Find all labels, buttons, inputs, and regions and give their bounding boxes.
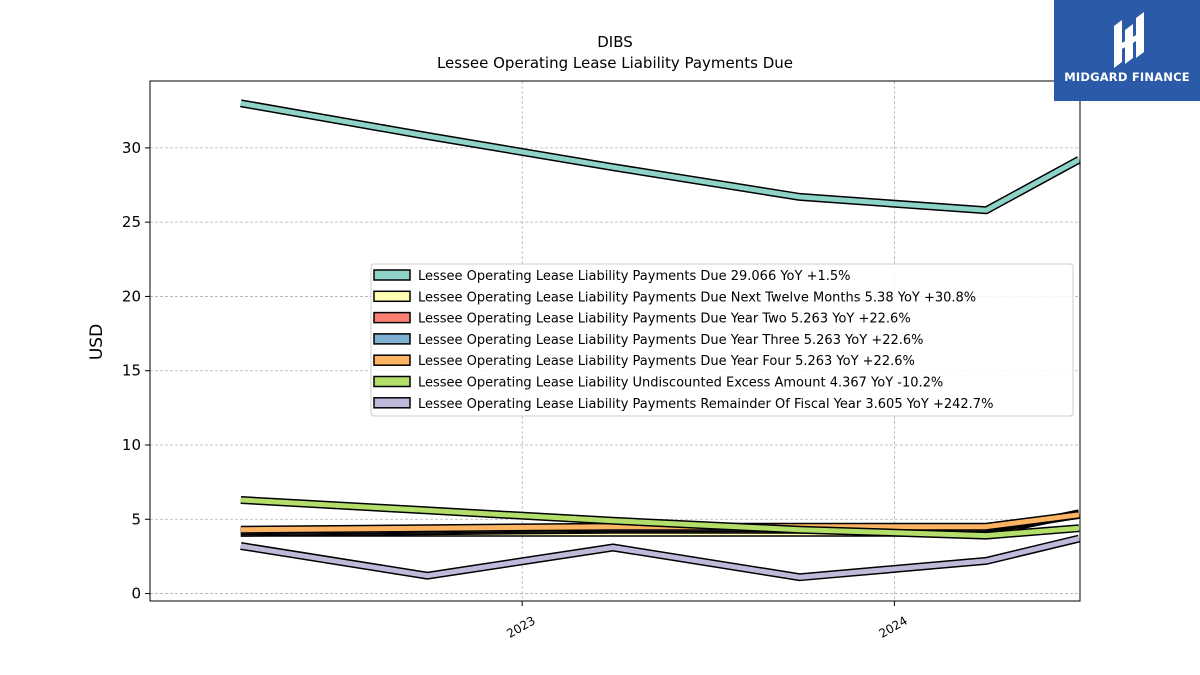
logo-mark-icon [1114,12,1144,68]
legend-swatch [373,311,411,324]
y-axis-ticks: 0 5 10 15 20 25 30 [122,139,150,603]
x-axis-ticks: 2023 2024 [504,601,910,641]
chart-title: DIBS [597,33,633,51]
legend-label: Lessee Operating Lease Liability Undisco… [418,376,943,391]
series-line-outline [240,534,1080,582]
series-line-outline [240,99,1081,215]
legend-swatch [373,269,411,281]
legend-label: Lessee Operating Lease Liability Payment… [418,397,993,412]
y-tick-label: 0 [131,585,141,603]
y-tick-label: 10 [122,436,141,454]
series-line [240,534,1080,582]
legend-swatch [373,354,411,366]
series-line-stroke [240,100,1081,213]
legend-swatch [373,375,411,388]
series-lines [240,99,1081,582]
legend-swatch [373,397,411,409]
y-tick-label: 5 [131,510,141,528]
x-tick-label: 2023 [504,613,537,640]
legend-label: Lessee Operating Lease Liability Payment… [418,269,851,284]
legend-swatch [373,333,411,345]
series-line-stroke [240,536,1080,580]
brand-logo: MIDGARD FINANCE [1054,0,1200,101]
y-tick-label: 30 [122,139,141,157]
logo-text: MIDGARD FINANCE [1064,70,1190,84]
legend-swatch [373,290,411,303]
y-tick-label: 25 [122,213,141,231]
legend-box [370,263,1074,417]
chart-subtitle: Lessee Operating Lease Liability Payment… [437,54,793,72]
x-tick-label: 2024 [876,613,909,640]
series-line [240,99,1081,215]
series-line [240,496,1080,540]
y-tick-label: 15 [122,362,141,380]
legend-label: Lessee Operating Lease Liability Payment… [418,290,976,305]
y-tick-label: 20 [122,287,141,305]
legend-label: Lessee Operating Lease Liability Payment… [418,333,924,348]
y-axis-label: USD [87,324,107,360]
legend-label: Lessee Operating Lease Liability Payment… [418,312,911,327]
plot-frame [149,80,1081,602]
series-line-stroke [240,497,1080,539]
legend: Lessee Operating Lease Liability Payment… [370,263,1074,417]
legend-label: Lessee Operating Lease Liability Payment… [418,354,915,369]
